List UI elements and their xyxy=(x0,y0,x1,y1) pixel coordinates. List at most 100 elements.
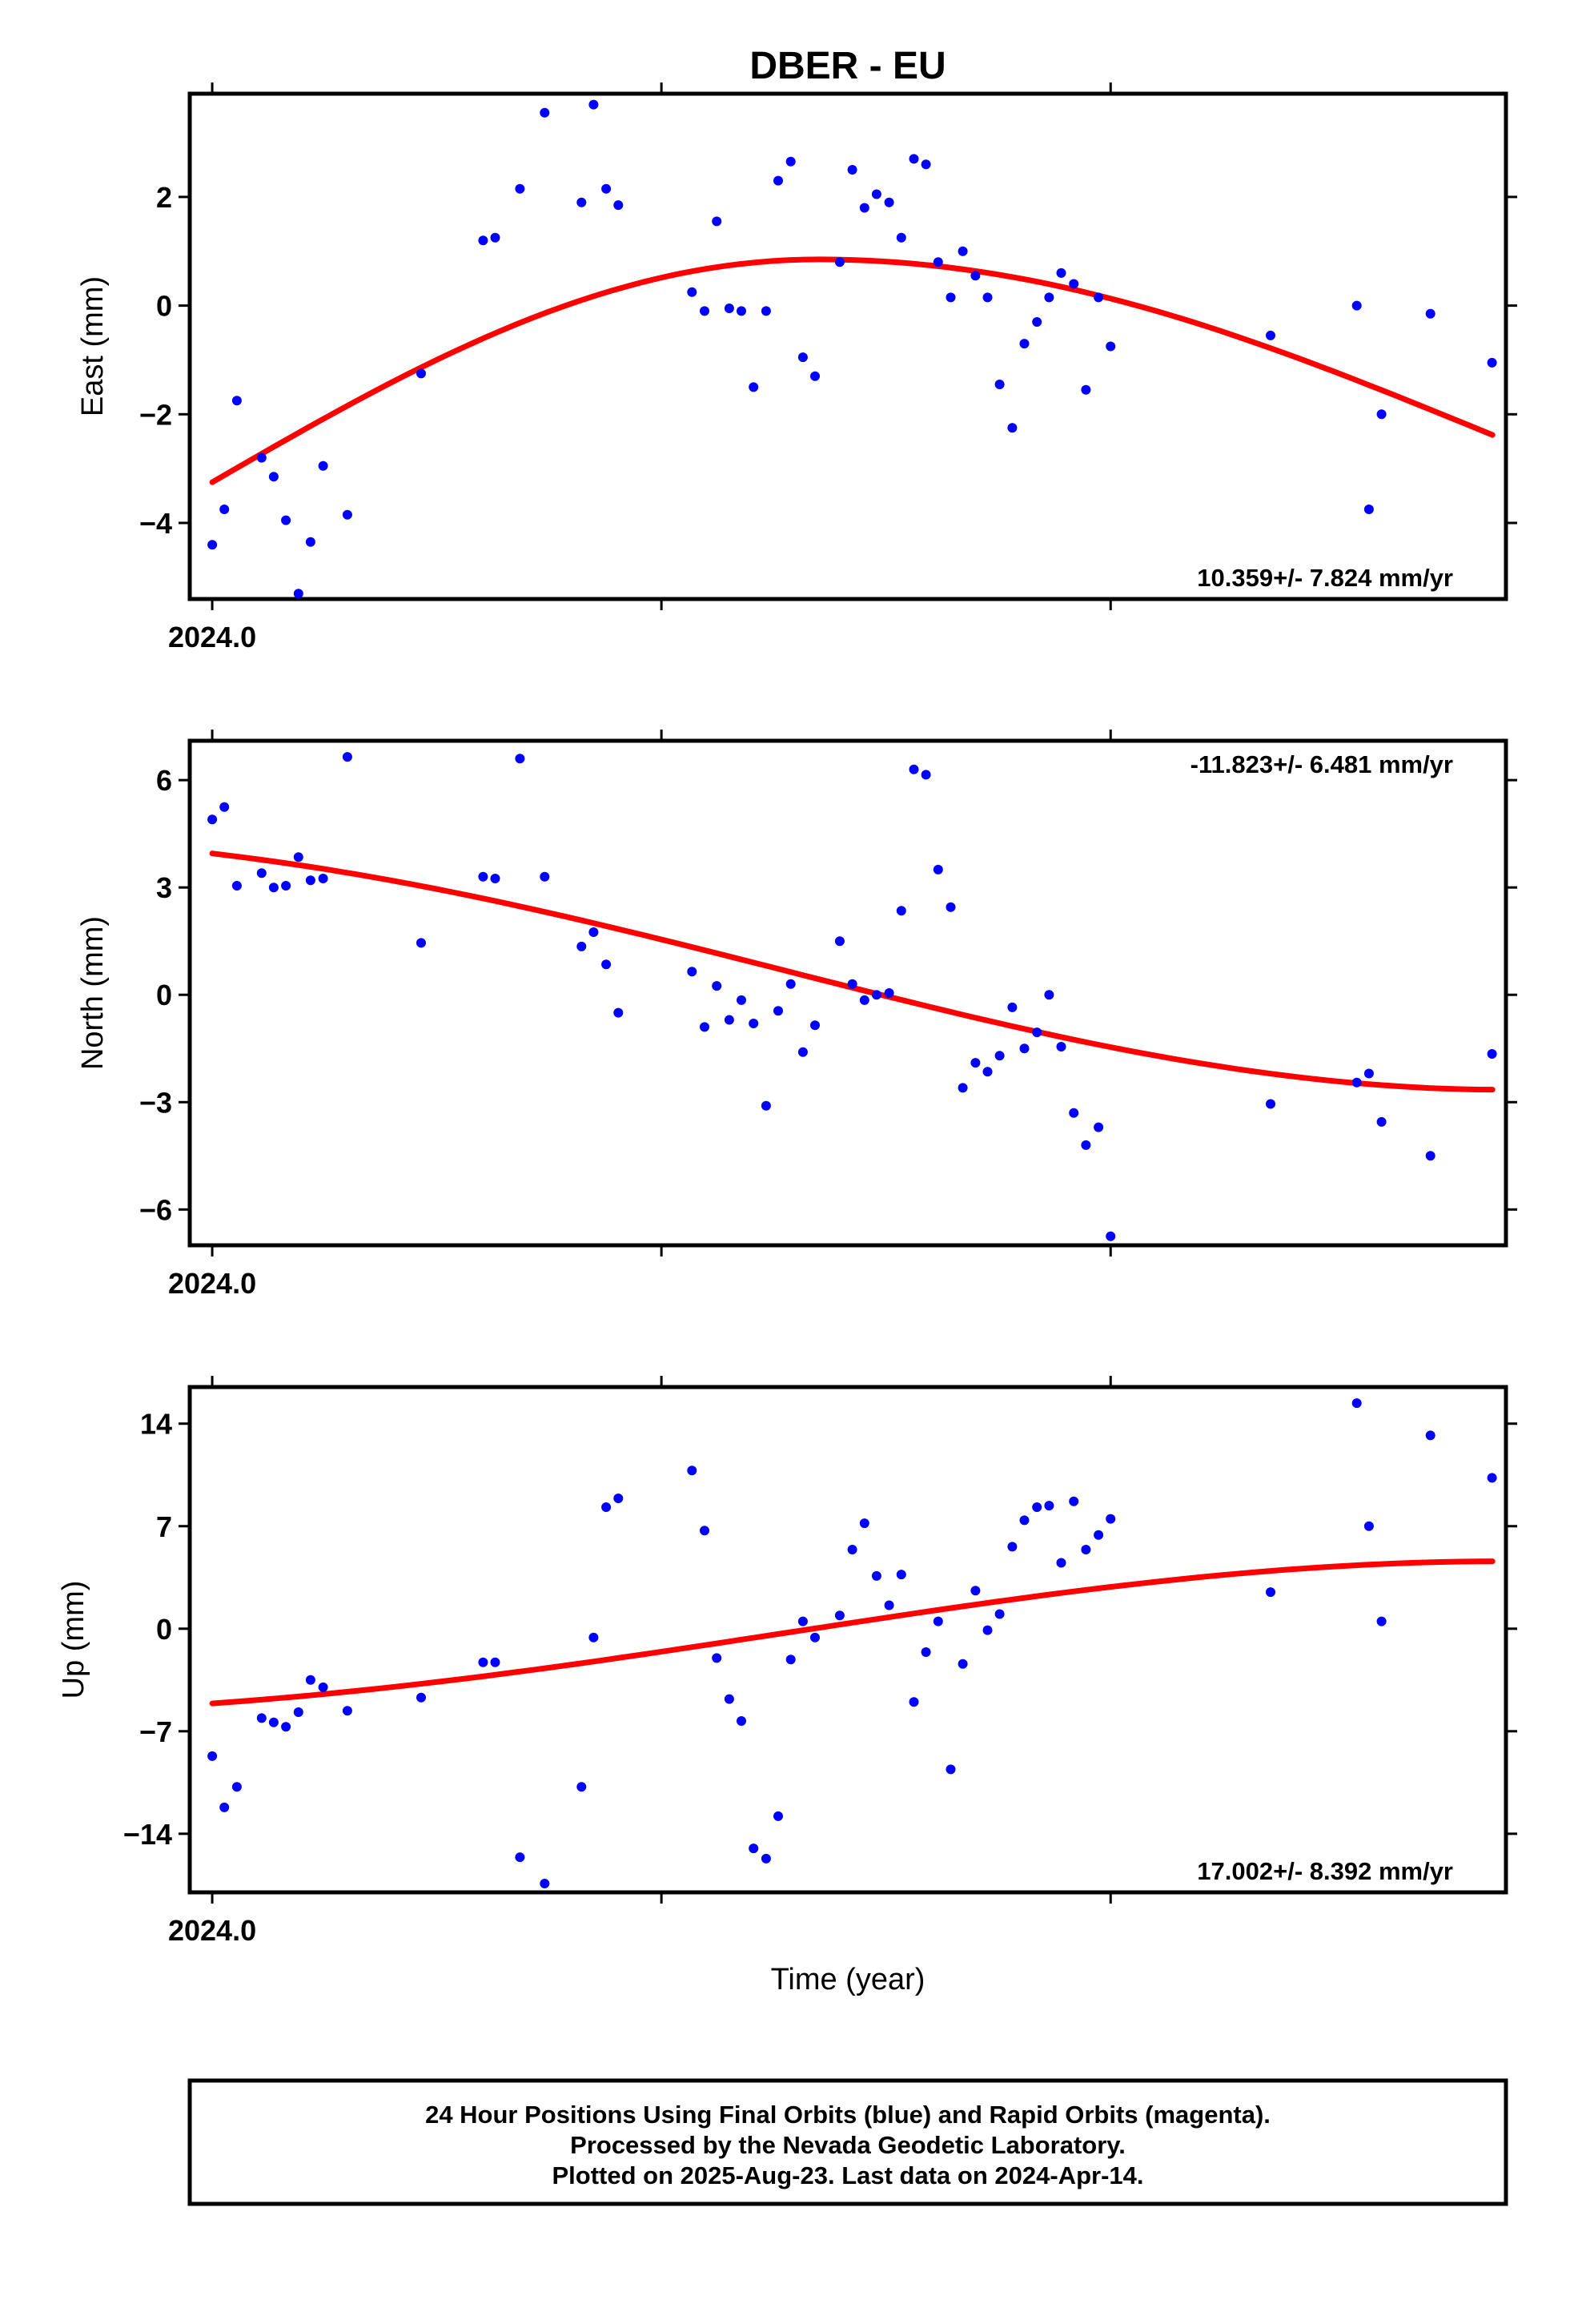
data-point xyxy=(601,183,612,194)
data-point xyxy=(884,988,894,998)
data-point xyxy=(1425,1151,1435,1161)
data-point xyxy=(588,927,599,937)
data-point xyxy=(207,540,218,550)
up-panel: 2024.0 −14 −7 0 7 14 Up (mm) 17.002+/- 8.392 mm… xyxy=(57,1376,1517,1947)
data-point xyxy=(207,1751,218,1761)
y-tick-label: 14 xyxy=(140,1408,172,1441)
data-point xyxy=(1081,1140,1091,1150)
data-point xyxy=(1056,1558,1066,1568)
data-point xyxy=(1019,1515,1030,1526)
data-point xyxy=(318,1682,328,1692)
data-point xyxy=(1487,1049,1497,1059)
data-point xyxy=(342,509,352,520)
y-axis-label: East (mm) xyxy=(76,276,110,416)
data-point xyxy=(1363,1521,1374,1531)
y-tick-label: −3 xyxy=(139,1086,172,1119)
data-point xyxy=(1363,1068,1374,1079)
data-point xyxy=(515,183,525,194)
data-point xyxy=(601,959,612,970)
data-point xyxy=(994,1051,1005,1061)
data-point xyxy=(268,883,279,893)
data-point xyxy=(834,936,845,947)
y-tick-label: −14 xyxy=(123,1818,172,1851)
data-point xyxy=(994,1609,1005,1619)
data-point xyxy=(416,368,426,379)
y-tick-label: 2 xyxy=(156,181,172,214)
plot-frame xyxy=(187,1385,1508,1895)
data-point xyxy=(797,1616,808,1626)
data-point xyxy=(281,515,291,525)
y-tick-label: 7 xyxy=(156,1510,172,1543)
figure-title: DBER - EU xyxy=(749,45,946,87)
data-point xyxy=(810,371,820,381)
data-point xyxy=(700,1022,709,1032)
y-axis-label: North (mm) xyxy=(76,916,110,1070)
data-point xyxy=(700,306,709,316)
data-point xyxy=(946,1764,956,1775)
data-point xyxy=(1266,330,1275,340)
data-point xyxy=(219,505,230,514)
data-point xyxy=(982,1067,993,1077)
data-point xyxy=(749,382,759,392)
y-axis-label: Up (mm) xyxy=(57,1581,90,1699)
data-point xyxy=(1094,1122,1104,1132)
data-point xyxy=(810,1020,820,1031)
data-point xyxy=(724,304,734,313)
data-point xyxy=(834,257,845,267)
data-point xyxy=(478,1657,488,1667)
data-point xyxy=(219,1802,230,1812)
data-point xyxy=(834,1610,845,1621)
rate-label: 10.359+/- 7.824 mm/yr xyxy=(1197,564,1453,592)
panel-plot-area xyxy=(207,752,1497,1241)
data-point xyxy=(515,1852,525,1863)
data-point xyxy=(1351,1077,1362,1088)
data-point xyxy=(871,990,881,1000)
y-tick-label: 0 xyxy=(156,290,172,323)
fit-curve xyxy=(209,850,1496,1093)
data-point xyxy=(896,906,906,916)
data-point xyxy=(515,754,525,764)
data-point xyxy=(219,802,230,812)
data-point xyxy=(416,1692,426,1703)
data-point xyxy=(1019,339,1030,349)
data-point xyxy=(490,1657,500,1667)
data-point xyxy=(847,165,857,175)
data-point xyxy=(231,1782,242,1792)
data-point xyxy=(576,941,587,951)
data-point xyxy=(490,232,500,243)
data-point xyxy=(700,1526,709,1536)
data-point xyxy=(1351,1398,1362,1409)
rate-label: 17.002+/- 8.392 mm/yr xyxy=(1197,1857,1453,1885)
data-point xyxy=(982,1625,993,1635)
fit-curve xyxy=(209,256,1496,485)
data-point xyxy=(921,1647,931,1657)
data-point xyxy=(305,875,315,886)
data-point xyxy=(970,1586,981,1596)
data-point xyxy=(281,1722,291,1732)
data-point xyxy=(712,216,722,227)
x-tick-label: 2024.0 xyxy=(168,1267,256,1300)
data-point xyxy=(884,197,894,207)
data-point xyxy=(797,1047,808,1057)
data-point xyxy=(256,868,267,879)
x-tick-label: 2024.0 xyxy=(168,1914,256,1947)
y-tick-label: −2 xyxy=(139,398,172,431)
data-point xyxy=(958,1659,968,1669)
data-point xyxy=(1019,1043,1030,1054)
panel-plot-area xyxy=(207,99,1497,599)
fit-curve xyxy=(209,1558,1496,1707)
data-point xyxy=(909,764,919,774)
data-point xyxy=(737,995,746,1005)
data-point xyxy=(970,271,981,281)
data-point xyxy=(1056,267,1066,278)
data-point xyxy=(540,871,550,882)
rate-label: -11.823+/- 6.481 mm/yr xyxy=(1191,750,1453,778)
data-point xyxy=(933,257,943,267)
data-point xyxy=(1056,1042,1066,1051)
data-point xyxy=(785,1655,796,1665)
data-point xyxy=(859,203,869,213)
data-point xyxy=(761,306,771,316)
plot-frame xyxy=(187,91,1508,601)
data-point xyxy=(785,979,796,989)
data-point xyxy=(416,938,426,948)
